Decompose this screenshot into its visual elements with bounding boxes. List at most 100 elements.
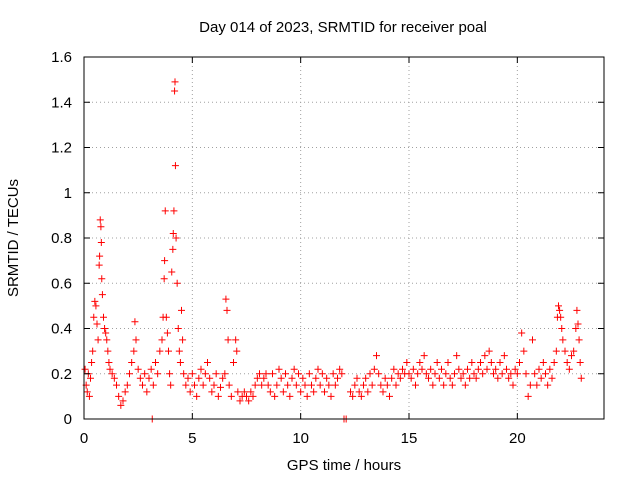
data-point <box>375 370 383 378</box>
data-point <box>405 370 413 378</box>
data-point <box>264 381 272 389</box>
data-point <box>377 381 385 389</box>
data-point <box>195 374 203 382</box>
data-point <box>535 365 543 373</box>
data-point <box>139 381 146 389</box>
data-point <box>438 365 445 373</box>
data-point <box>403 358 411 366</box>
data-point <box>243 392 250 400</box>
data-point <box>145 374 153 382</box>
data-point <box>173 279 181 287</box>
data-point <box>214 392 222 400</box>
data-point <box>310 388 318 396</box>
data-point <box>282 370 289 378</box>
data-point <box>555 302 562 310</box>
data-point <box>160 275 168 283</box>
data-point <box>459 370 467 378</box>
data-point <box>364 388 372 396</box>
data-point <box>106 365 114 373</box>
data-point <box>186 388 194 396</box>
data-point <box>85 392 93 400</box>
data-point <box>396 374 404 382</box>
data-point <box>234 388 242 396</box>
data-point <box>174 325 182 332</box>
data-point <box>232 336 240 344</box>
data-point <box>201 370 209 378</box>
data-point <box>524 392 532 400</box>
y-tick-label: 1.6 <box>51 49 72 66</box>
data-point <box>558 325 566 332</box>
data-point <box>292 381 300 389</box>
x-tick-label: 0 <box>80 430 88 447</box>
data-point <box>563 358 571 366</box>
data-point <box>323 374 331 382</box>
data-point <box>176 358 184 366</box>
data-point <box>167 381 175 389</box>
data-point <box>170 207 178 215</box>
data-point <box>193 392 201 400</box>
data-point <box>277 374 285 382</box>
data-point <box>574 320 582 328</box>
data-point <box>522 370 530 378</box>
data-point <box>409 365 417 373</box>
data-point <box>128 358 136 366</box>
data-point <box>487 358 495 366</box>
data-point <box>370 365 378 373</box>
data-point <box>245 397 253 405</box>
data-point <box>455 365 463 373</box>
data-point <box>98 275 106 283</box>
data-point <box>166 370 174 378</box>
data-point <box>327 392 335 400</box>
data-points <box>81 78 585 423</box>
data-point <box>131 318 139 326</box>
data-point <box>165 347 172 355</box>
data-point <box>520 347 528 355</box>
data-point <box>513 370 521 378</box>
data-point <box>184 374 192 382</box>
data-point <box>295 370 302 378</box>
data-point <box>381 374 389 382</box>
data-point <box>171 87 179 95</box>
data-point <box>134 365 142 373</box>
data-point <box>472 374 480 382</box>
data-point <box>273 381 281 389</box>
data-point <box>427 365 435 373</box>
y-tick-label: 0.6 <box>51 275 72 292</box>
data-point <box>453 352 461 360</box>
data-point <box>334 374 341 382</box>
data-point <box>448 381 456 389</box>
data-point <box>464 365 471 373</box>
data-point <box>357 392 365 400</box>
data-point <box>275 365 283 373</box>
data-point <box>224 336 232 344</box>
data-point <box>222 295 230 303</box>
data-point <box>312 374 320 382</box>
data-point <box>141 370 149 378</box>
data-point <box>509 381 517 389</box>
data-point <box>316 381 324 389</box>
data-point <box>191 381 198 389</box>
data-point <box>253 374 261 382</box>
data-point <box>96 252 104 260</box>
data-point <box>92 302 100 310</box>
data-point <box>169 229 177 237</box>
data-point <box>262 370 270 378</box>
data-point <box>494 374 502 382</box>
data-point <box>288 374 296 382</box>
data-point <box>158 336 166 344</box>
data-point <box>251 381 259 389</box>
data-point <box>418 365 426 373</box>
data-point <box>260 374 268 382</box>
data-point <box>526 381 534 389</box>
data-point <box>94 336 102 344</box>
data-point <box>446 374 454 382</box>
data-point <box>537 374 545 382</box>
data-point <box>152 358 159 366</box>
data-point <box>132 336 140 344</box>
data-point <box>308 381 315 389</box>
data-point <box>422 370 430 378</box>
data-point <box>362 374 370 382</box>
data-point <box>466 374 474 382</box>
data-point <box>576 358 584 366</box>
data-point <box>230 358 237 366</box>
